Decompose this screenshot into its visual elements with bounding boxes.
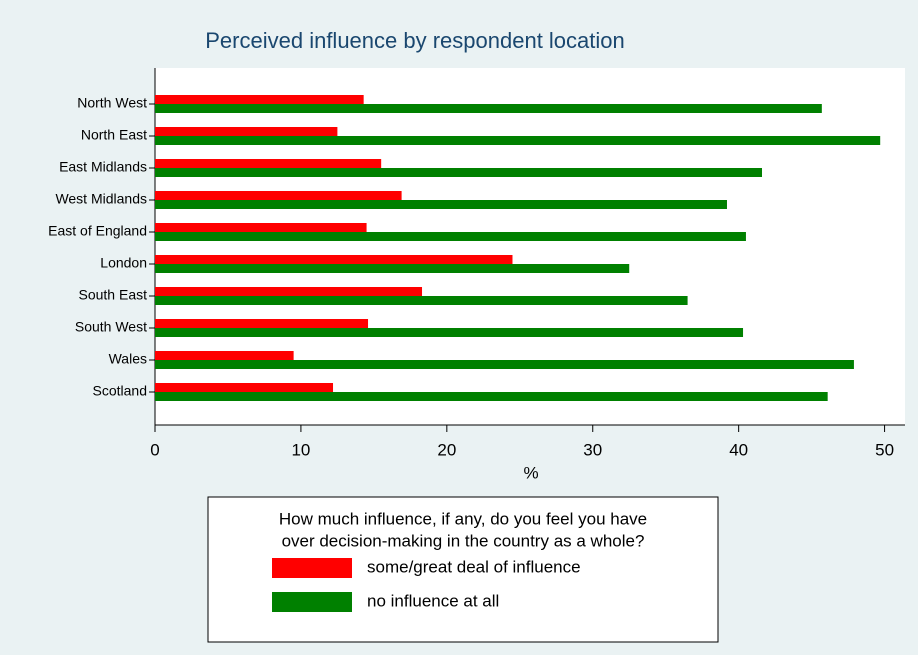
legend-swatch [272, 558, 352, 578]
y-tick-label: North West [77, 95, 147, 111]
y-tick-label: South West [75, 319, 147, 335]
bar [155, 232, 746, 241]
bar [155, 104, 822, 113]
bar [155, 328, 744, 337]
bar [155, 392, 828, 401]
bar [155, 95, 364, 104]
legend-label: no influence at all [367, 591, 499, 610]
y-tick-label: Wales [109, 351, 147, 367]
bar [155, 296, 688, 305]
y-tick-label: Scotland [93, 383, 147, 399]
y-tick-label: West Midlands [55, 191, 147, 207]
bar [155, 136, 881, 145]
bar [155, 287, 423, 296]
bar [155, 223, 367, 232]
y-tick-label: East of England [48, 223, 147, 239]
x-tick-label: 20 [437, 440, 456, 459]
x-tick-label: 0 [150, 440, 159, 459]
bar [155, 159, 382, 168]
x-axis-label: % [523, 463, 538, 482]
bar [155, 200, 727, 209]
y-tick-label: North East [81, 127, 147, 143]
bar [155, 383, 334, 392]
bar [155, 264, 630, 273]
bar [155, 351, 294, 360]
bar [155, 191, 402, 200]
y-tick-label: South East [79, 287, 148, 303]
bar [155, 127, 338, 136]
legend-label: some/great deal of influence [367, 557, 581, 576]
y-tick-label: London [100, 255, 147, 271]
legend-title: over decision-making in the country as a… [282, 531, 645, 550]
bar [155, 255, 513, 264]
bar [155, 168, 763, 177]
x-tick-label: 40 [729, 440, 748, 459]
legend-title: How much influence, if any, do you feel … [279, 509, 647, 528]
chart-title: Perceived influence by respondent locati… [205, 28, 625, 53]
legend-swatch [272, 592, 352, 612]
bar [155, 319, 369, 328]
x-tick-label: 30 [583, 440, 602, 459]
bar [155, 360, 854, 369]
x-tick-label: 50 [875, 440, 894, 459]
y-tick-label: East Midlands [59, 159, 147, 175]
x-tick-label: 10 [291, 440, 310, 459]
plot-area [155, 68, 905, 425]
